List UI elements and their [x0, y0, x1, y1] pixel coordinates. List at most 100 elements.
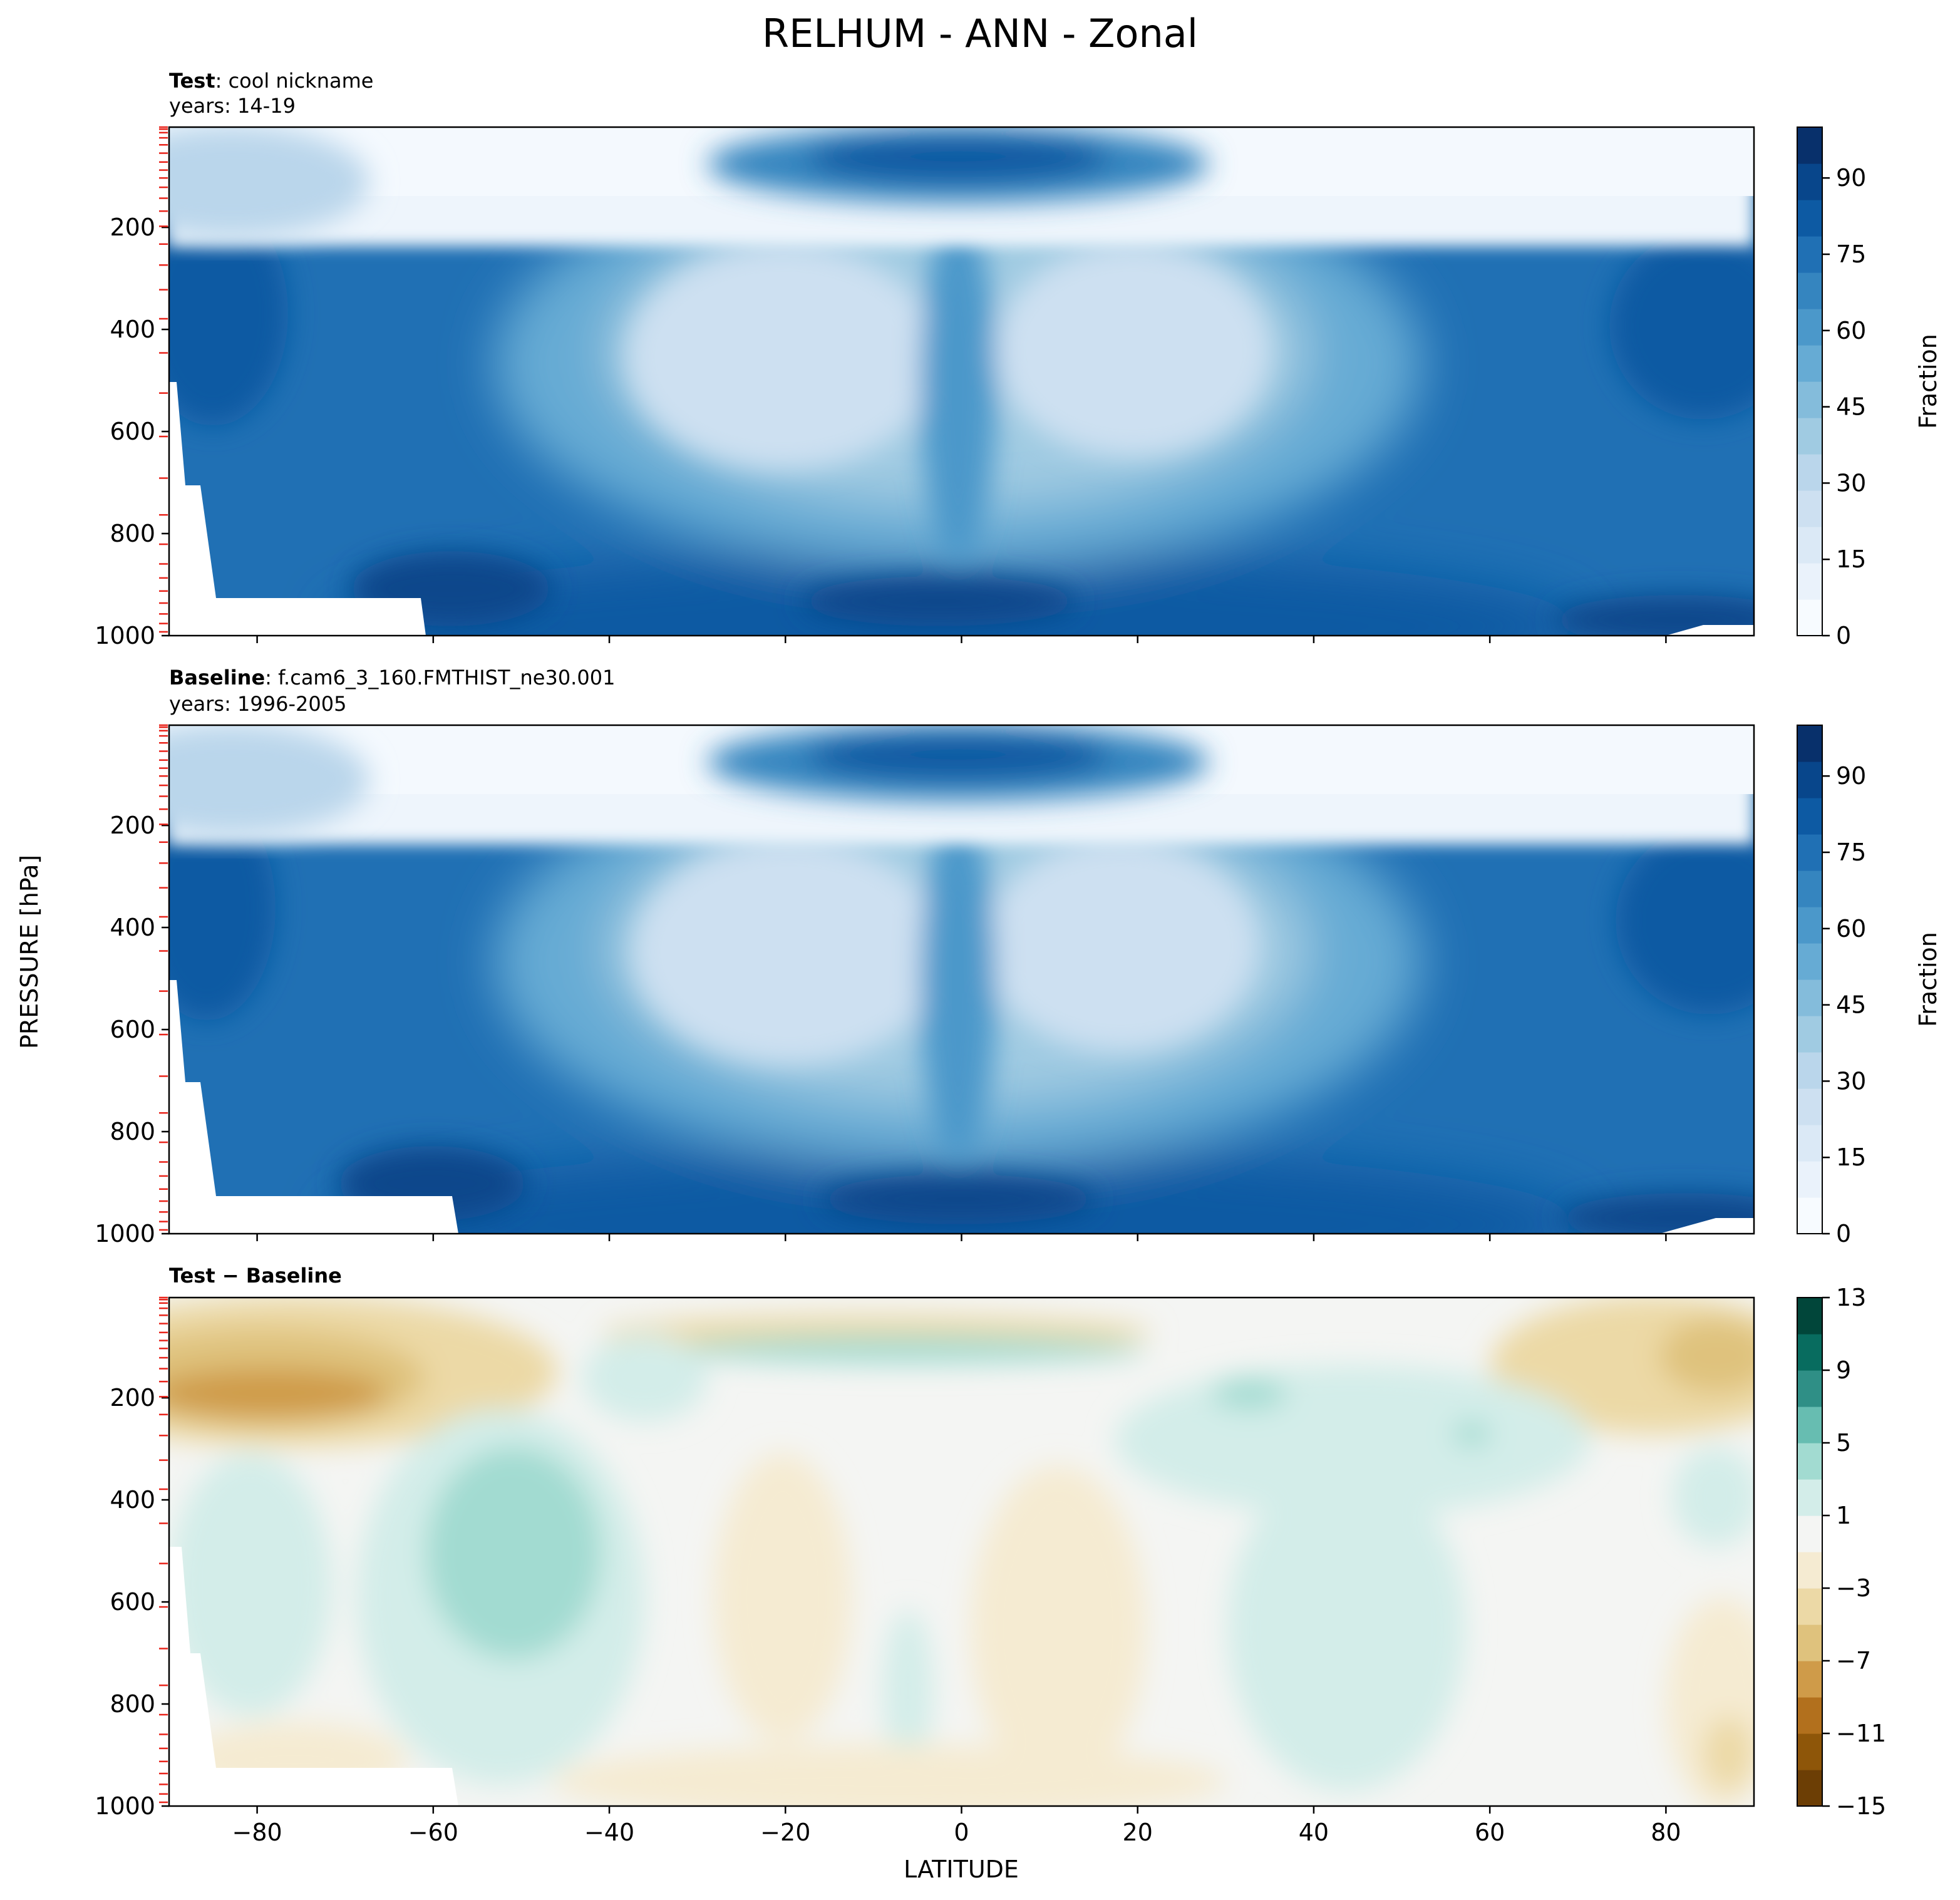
x-tick-label: 60 — [1475, 1819, 1505, 1846]
colorbar-tick-label: 9 — [1836, 1356, 1851, 1384]
colorbar-tick-label: −7 — [1836, 1647, 1871, 1675]
colorbar-tick-label: 75 — [1836, 240, 1866, 268]
panel-difference-title: Test − Baseline — [169, 1264, 342, 1288]
x-tick-label: −40 — [584, 1819, 634, 1846]
panel-test-years: years: 14-19 — [169, 94, 296, 118]
colorbar-segment — [1797, 1016, 1822, 1053]
y-tick-label: 800 — [110, 1690, 155, 1718]
colorbar-segment — [1797, 127, 1822, 164]
colorbar-segment — [1797, 762, 1822, 798]
y-tick-label: 800 — [110, 520, 155, 547]
x-tick-label: 80 — [1651, 1819, 1681, 1846]
colorbar-tick-label: −15 — [1836, 1792, 1886, 1820]
colorbar-tick-label: 30 — [1836, 1067, 1866, 1095]
x-ticks-baseline — [256, 1234, 1667, 1241]
colorbar-segment — [1797, 309, 1822, 346]
x-tick-label: −60 — [408, 1819, 458, 1846]
colorbar-segment — [1797, 943, 1822, 980]
colorbar-baseline: 0 15 30 45 60 75 90 Fraction — [1797, 725, 1942, 1247]
colorbar-segment — [1797, 1197, 1822, 1234]
y-tick-label: 200 — [110, 1384, 155, 1412]
panel-test-title: Test: cool nickname — [169, 69, 373, 93]
y-tick-label: 1000 — [95, 1220, 155, 1247]
colorbar-segment — [1797, 200, 1822, 237]
colorbar-segment — [1797, 563, 1822, 600]
colorbar-test-label: Fraction — [1914, 334, 1942, 429]
colorbar-segment — [1797, 1334, 1822, 1371]
x-tick-label: 0 — [954, 1819, 969, 1846]
colorbar-segment — [1797, 1770, 1822, 1807]
colorbar-segment — [1797, 1125, 1822, 1162]
colorbar-segment — [1797, 236, 1822, 273]
colorbar-segment — [1797, 1588, 1822, 1625]
colorbar-tick-label: 1 — [1836, 1502, 1851, 1529]
colorbar-tick-label: 13 — [1836, 1284, 1866, 1311]
y-axis-test: 200 400 600 800 1000 — [95, 126, 169, 649]
x-ticks-test — [256, 636, 1667, 643]
colorbar-segment — [1797, 272, 1822, 309]
x-tick-label: 20 — [1123, 1819, 1153, 1846]
y-tick-label: 400 — [110, 914, 155, 941]
x-axis-label: LATITUDE — [904, 1856, 1019, 1883]
colorbar-segment — [1797, 1052, 1822, 1089]
y-axis-label: PRESSURE [hPa] — [16, 855, 43, 1049]
colorbar-tick-label: 75 — [1836, 839, 1866, 866]
colorbar-tick-label: 45 — [1836, 991, 1866, 1019]
colorbar-segment — [1797, 1515, 1822, 1552]
x-axis-difference: −80 −60 −40 −20 0 20 40 60 80 — [232, 1806, 1681, 1846]
colorbar-tick-label: 60 — [1836, 317, 1866, 344]
y-tick-label: 200 — [110, 812, 155, 839]
colorbar-tick-label: 30 — [1836, 469, 1866, 497]
level-ticks-baseline — [159, 724, 168, 1231]
y-tick-label: 200 — [110, 214, 155, 241]
colorbar-baseline-label: Fraction — [1914, 932, 1942, 1027]
colorbar-segment — [1797, 1443, 1822, 1480]
panel-baseline-title: Baseline: f.cam6_3_160.FMTHIST_ne30.001 — [169, 666, 615, 689]
colorbar-segment — [1797, 1479, 1822, 1516]
colorbar-segment — [1797, 1370, 1822, 1407]
level-ticks-difference — [159, 1296, 168, 1804]
y-tick-label: 600 — [110, 1016, 155, 1043]
colorbar-segment — [1797, 1161, 1822, 1198]
colorbar-tick-label: 0 — [1836, 1220, 1851, 1247]
y-tick-label: 1000 — [95, 622, 155, 649]
colorbar-segment — [1797, 834, 1822, 871]
x-tick-label: −80 — [232, 1819, 282, 1846]
colorbar-segment — [1797, 1088, 1822, 1125]
y-tick-label: 800 — [110, 1118, 155, 1145]
colorbar-tick-label: 45 — [1836, 393, 1866, 421]
colorbar-segment — [1797, 1552, 1822, 1589]
colorbar-segment — [1797, 163, 1822, 200]
colorbar-tick-label: 90 — [1836, 164, 1866, 192]
colorbar-difference: −15 −11 −7 −3 1 5 9 13 — [1797, 1284, 1886, 1820]
level-ticks-test — [159, 126, 168, 633]
panel-baseline-years: years: 1996-2005 — [169, 692, 346, 716]
colorbar-segment — [1797, 1298, 1822, 1335]
contour-field-difference — [169, 1298, 1754, 1806]
colorbar-segment — [1797, 1697, 1822, 1734]
y-tick-label: 400 — [110, 316, 155, 343]
x-tick-label: −20 — [760, 1819, 810, 1846]
y-tick-label: 600 — [110, 1588, 155, 1616]
colorbar-test: 0 15 30 45 60 75 90 Fraction — [1797, 126, 1942, 649]
colorbar-segment — [1797, 454, 1822, 491]
colorbar-segment — [1797, 418, 1822, 455]
colorbar-tick-label: −3 — [1836, 1574, 1871, 1602]
y-tick-label: 600 — [110, 418, 155, 445]
colorbar-tick-label: 5 — [1836, 1429, 1851, 1457]
colorbar-tick-label: 90 — [1836, 762, 1866, 790]
panel-difference: Test − Baseline — [95, 1264, 1886, 1846]
colorbar-segment — [1797, 870, 1822, 907]
colorbar-tick-label: 15 — [1836, 545, 1866, 573]
colorbar-segment — [1797, 1407, 1822, 1443]
colorbar-segment — [1797, 490, 1822, 527]
panel-baseline: Baseline: f.cam6_3_160.FMTHIST_ne30.001 … — [95, 666, 1942, 1247]
contour-field-baseline — [169, 725, 1754, 1234]
colorbar-segment — [1797, 907, 1822, 944]
y-tick-label: 400 — [110, 1486, 155, 1514]
colorbar-tick-label: 0 — [1836, 622, 1851, 649]
colorbar-segment — [1797, 1733, 1822, 1770]
contour-field-test — [169, 127, 1754, 636]
x-tick-label: 40 — [1299, 1819, 1329, 1846]
figure-title: RELHUM - ANN - Zonal — [762, 11, 1198, 56]
